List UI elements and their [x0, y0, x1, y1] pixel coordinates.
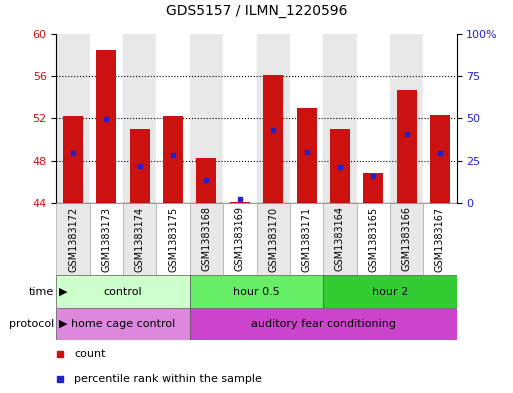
Bar	[56, 275, 190, 308]
Text: control: control	[104, 286, 143, 297]
Bar	[323, 34, 357, 203]
Bar	[56, 34, 90, 203]
Bar	[163, 116, 183, 203]
Bar	[123, 203, 156, 275]
Bar	[223, 203, 256, 275]
Bar	[190, 275, 323, 308]
Text: hour 0.5: hour 0.5	[233, 286, 280, 297]
Text: ▶: ▶	[59, 319, 68, 329]
Text: GSM1383171: GSM1383171	[302, 206, 311, 272]
Bar	[263, 75, 283, 203]
Text: GDS5157 / ILMN_1220596: GDS5157 / ILMN_1220596	[166, 4, 347, 18]
Bar	[323, 275, 457, 308]
Bar	[290, 203, 323, 275]
Bar	[423, 34, 457, 203]
Text: GSM1383166: GSM1383166	[402, 206, 411, 272]
Text: count: count	[74, 349, 106, 359]
Text: GSM1383175: GSM1383175	[168, 206, 178, 272]
Bar	[190, 308, 457, 340]
Bar	[390, 203, 423, 275]
Bar	[56, 203, 90, 275]
Bar	[397, 90, 417, 203]
Text: GSM1383164: GSM1383164	[335, 206, 345, 272]
Bar	[357, 203, 390, 275]
Text: GSM1383165: GSM1383165	[368, 206, 378, 272]
Text: GSM1383172: GSM1383172	[68, 206, 78, 272]
Text: GSM1383173: GSM1383173	[102, 206, 111, 272]
Bar	[256, 203, 290, 275]
Text: hour 2: hour 2	[372, 286, 408, 297]
Bar	[196, 158, 216, 203]
Bar	[190, 203, 223, 275]
Text: percentile rank within the sample: percentile rank within the sample	[74, 374, 262, 384]
Bar	[297, 108, 317, 203]
Text: time: time	[29, 286, 54, 297]
Text: GSM1383169: GSM1383169	[235, 206, 245, 272]
Text: auditory fear conditioning: auditory fear conditioning	[251, 319, 396, 329]
Text: protocol: protocol	[9, 319, 54, 329]
Bar	[190, 34, 223, 203]
Bar	[230, 202, 250, 203]
Text: home cage control: home cage control	[71, 319, 175, 329]
Bar	[330, 129, 350, 203]
Bar	[423, 203, 457, 275]
Bar	[323, 203, 357, 275]
Bar	[63, 116, 83, 203]
Bar	[123, 34, 156, 203]
Text: ▶: ▶	[59, 286, 68, 297]
Bar	[430, 115, 450, 203]
Bar	[363, 173, 383, 203]
Bar	[357, 34, 390, 203]
Bar	[96, 50, 116, 203]
Bar	[290, 34, 323, 203]
Text: GSM1383167: GSM1383167	[435, 206, 445, 272]
Bar	[223, 34, 256, 203]
Bar	[56, 308, 190, 340]
Bar	[156, 203, 190, 275]
Bar	[156, 34, 190, 203]
Text: GSM1383174: GSM1383174	[135, 206, 145, 272]
Bar	[90, 34, 123, 203]
Bar	[256, 34, 290, 203]
Bar	[130, 129, 150, 203]
Text: GSM1383168: GSM1383168	[202, 206, 211, 272]
Text: GSM1383170: GSM1383170	[268, 206, 278, 272]
Bar	[90, 203, 123, 275]
Bar	[390, 34, 423, 203]
